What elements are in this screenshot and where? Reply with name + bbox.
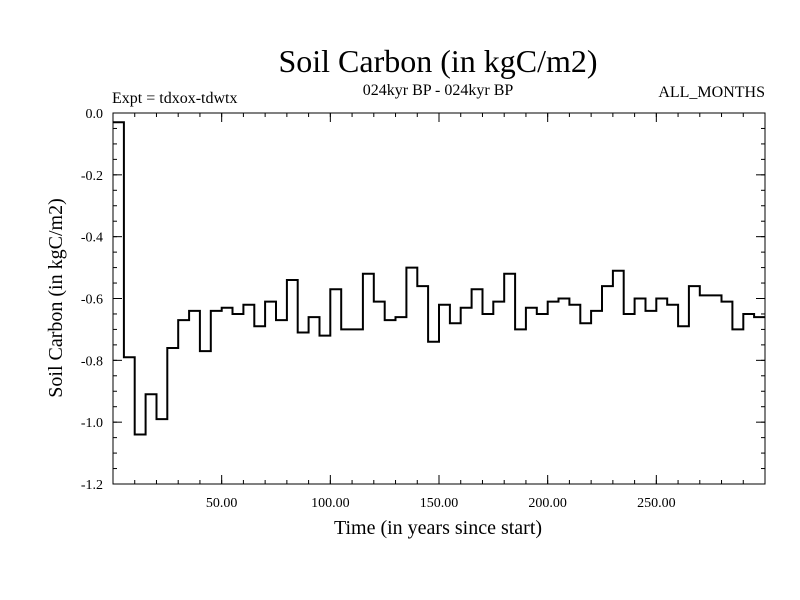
plot-area: 50.00 100.00 150.00 200.00 250.00 0.0 -0.2 -0.4… [81, 107, 765, 511]
y-axis-label: Soil Carbon (in kgC/m2) [45, 198, 67, 397]
y-tick-label: -0.4 [81, 231, 103, 246]
y-tick-label: -1.0 [81, 416, 103, 431]
y-tick-label: -0.6 [81, 293, 103, 308]
y-tick-label: -0.2 [81, 169, 103, 184]
x-tick-label: 200.00 [528, 496, 567, 511]
y-tick-label: -0.8 [81, 354, 103, 369]
y-tick-label: 0.0 [86, 107, 104, 122]
x-axis-label: Time (in years since start) [334, 517, 542, 539]
plot-frame [112, 112, 766, 485]
months-label: ALL_MONTHS [658, 84, 765, 101]
chart-subtitle: 024kyr BP - 024kyr BP [363, 82, 514, 99]
y-tick-label: -1.2 [81, 478, 103, 493]
soil-carbon-series-line [113, 121, 765, 436]
experiment-label: Expt = tdxox-tdwtx [112, 90, 237, 107]
x-tick-label: 100.00 [311, 496, 350, 511]
chart-title: Soil Carbon (in kgC/m2) [278, 43, 597, 79]
x-tick-label: 50.00 [206, 496, 238, 511]
x-tick-label: 250.00 [637, 496, 676, 511]
x-tick-label: 150.00 [420, 496, 459, 511]
